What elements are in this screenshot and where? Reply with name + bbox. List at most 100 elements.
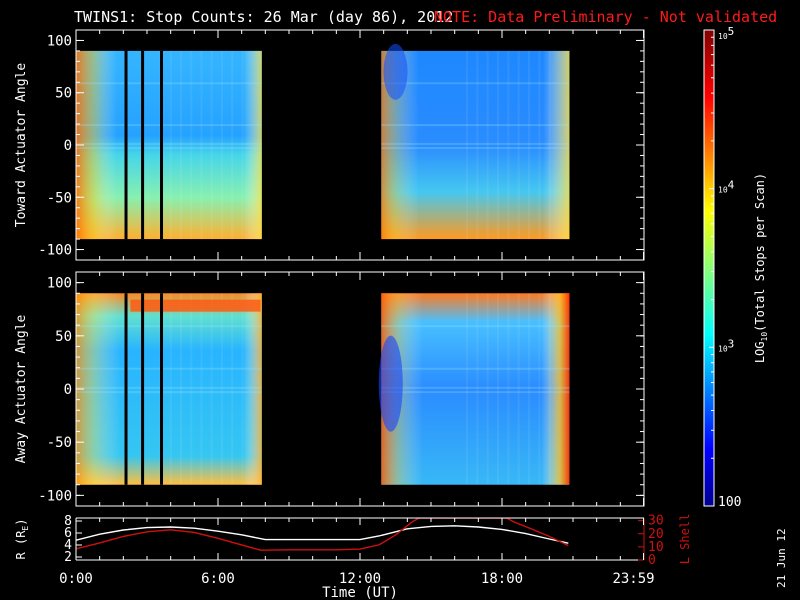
l-shell-line (76, 518, 569, 551)
y-axis-label-part: R (R (14, 530, 28, 560)
heatmap-time-streak (507, 293, 510, 485)
heatmap-angle-band (381, 147, 570, 150)
heatmap-time-streak (241, 293, 244, 485)
heatmap-time-streak (517, 293, 520, 485)
r-distance-line (76, 525, 569, 544)
heatmap-time-streak (210, 50, 213, 240)
y-tick-label: 100 (47, 276, 72, 292)
heatmap-time-streak (465, 50, 468, 240)
colorbar-tick-base: 10 (718, 344, 728, 353)
colorbar-tick-base: 100 (718, 495, 741, 510)
colorbar-tick-exponent: 4 (728, 179, 735, 192)
heatmap-block-1-edge-shading (76, 50, 262, 240)
heatmap-time-streak (548, 293, 551, 485)
heatmap-angle-band (381, 367, 570, 370)
heatmap-angle-band (76, 142, 262, 145)
heatmap-time-streak (507, 50, 510, 240)
colorbar-label-subscript: 10 (760, 332, 769, 342)
heatmap-time-streak (476, 293, 479, 485)
y2-axis-label: L Shell (678, 514, 692, 565)
heatmap-time-streak (528, 293, 531, 485)
y-tick-label: 6 (64, 526, 72, 541)
heatmap-angle-band (381, 386, 570, 389)
heatmap-time-streak (220, 50, 223, 240)
data-gap (141, 50, 145, 240)
away-angle-heatmap-panel: 100 50 0 -50 -100 Away Actuator Angle (14, 271, 645, 507)
heatmap-angle-band (76, 124, 262, 127)
data-gap (160, 50, 164, 240)
heatmap-time-streak (220, 293, 223, 485)
heatmap-angle-band (381, 124, 570, 127)
heatmap-angle-band (381, 325, 570, 328)
heatmap-angle-band (381, 391, 570, 394)
heatmap-time-streak (465, 293, 468, 485)
y-tick-label: 50 (55, 86, 72, 102)
y-tick-label: -50 (47, 190, 72, 206)
y-tick-label: 4 (64, 538, 72, 553)
y2-tick-label: 0 (648, 553, 656, 568)
colorbar-gradient (704, 30, 714, 506)
y-tick-label: 0 (64, 382, 72, 398)
y-tick-label: -50 (47, 435, 72, 451)
y-tick-label: 0 (64, 138, 72, 154)
heatmap-time-streak (497, 293, 500, 485)
colorbar-tick-base: 10 (718, 32, 728, 41)
heatmap-time-streak (517, 50, 520, 240)
colorbar-tick-label: 104 (718, 179, 735, 195)
heatmap-time-streak (538, 293, 541, 485)
heatmap-time-streak (241, 50, 244, 240)
heatmap-time-streak (169, 50, 172, 240)
heatmap-time-streak (190, 293, 193, 485)
heatmap-time-streak (231, 293, 234, 485)
figure-title: TWINS1: Stop Counts: 26 Mar (day 86), 20… (74, 8, 453, 26)
heatmap-block-1-edge-shading (76, 293, 262, 485)
heatmap-time-streak (486, 50, 489, 240)
y-tick-label: -100 (38, 488, 72, 504)
heatmap-time-streak (210, 293, 213, 485)
heatmap-angle-band (76, 325, 262, 328)
low-count-lobe (383, 43, 408, 100)
data-gap (124, 50, 128, 240)
heatmap-time-streak (528, 50, 531, 240)
y-tick-label: 50 (55, 329, 72, 345)
data-gap (160, 293, 164, 485)
colorbar-tick-exponent: 5 (728, 25, 735, 38)
colorbar-tick-label: 105 (718, 25, 734, 41)
preliminary-note: NOTE: Data Preliminary - Not validated (434, 8, 777, 26)
y-axis-label: R (RE) (14, 519, 30, 560)
heatmap-block-2-edge-shading (381, 293, 570, 485)
y-tick-label: -100 (38, 243, 72, 259)
colorbar-label-part: LOG (753, 341, 767, 363)
heatmap-time-streak (486, 293, 489, 485)
data-gap (141, 293, 145, 485)
x-tick-label: 23:59 (612, 571, 654, 587)
heatmap-angle-band (381, 82, 570, 85)
heatmap-block-2-edge-shading (381, 50, 570, 240)
heatmap-time-streak (200, 293, 203, 485)
y2-tick-label: 10 (648, 540, 664, 555)
y-tick-label: 100 (47, 33, 72, 49)
heatmap-angle-band (381, 142, 570, 145)
heatmap-angle-band (76, 367, 262, 370)
colorbar-tick-label: 103 (718, 337, 734, 353)
date-stamp: 21 Jun 12 (775, 528, 788, 588)
data-gap (124, 293, 128, 485)
heatmap-time-streak (190, 50, 193, 240)
heatmap-time-streak (180, 293, 183, 485)
heatmap-time-streak (476, 50, 479, 240)
colorbar-tick-exponent: 3 (728, 337, 735, 350)
heatmap-time-streak (538, 50, 541, 240)
colorbar-label: LOG10(Total Stops per Scan) (753, 173, 769, 363)
y-tick-label: 8 (64, 514, 72, 529)
heatmap-time-streak (497, 50, 500, 240)
heatmap-angle-band (76, 391, 262, 394)
x-tick-label: 6:00 (201, 571, 235, 587)
y-axis-label: Away Actuator Angle (14, 314, 29, 463)
x-tick-label: 0:00 (59, 571, 93, 587)
heatmap-time-streak (169, 293, 172, 485)
colorbar-tick-label: 100 (718, 495, 741, 510)
heatmap-angle-band (76, 386, 262, 389)
y2-tick-label: 30 (648, 514, 664, 529)
